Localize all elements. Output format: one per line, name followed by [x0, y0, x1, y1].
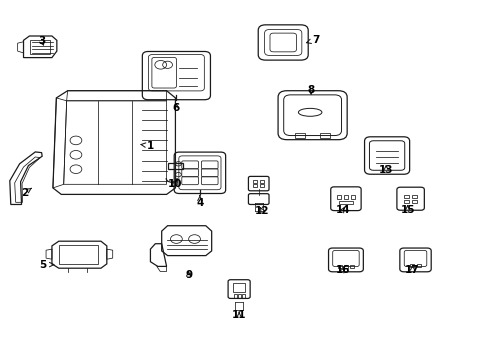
Bar [404, 195, 409, 198]
Bar [253, 180, 258, 183]
Bar [350, 195, 355, 199]
Bar [344, 195, 348, 199]
Bar [59, 245, 98, 264]
Bar [253, 184, 258, 187]
Text: 7: 7 [307, 35, 320, 45]
Bar [30, 40, 50, 54]
Bar [238, 294, 241, 298]
Text: 1: 1 [141, 141, 154, 151]
Text: 15: 15 [400, 204, 415, 215]
Text: 5: 5 [39, 260, 54, 270]
Bar [234, 294, 237, 298]
Bar [338, 265, 342, 268]
Bar [410, 264, 414, 267]
Text: 17: 17 [405, 265, 420, 275]
Text: 12: 12 [255, 206, 270, 216]
Bar [260, 180, 265, 183]
Text: 2: 2 [21, 188, 31, 198]
Text: 4: 4 [196, 195, 204, 208]
Text: 16: 16 [336, 265, 350, 275]
Text: 10: 10 [168, 179, 183, 189]
Bar [242, 294, 245, 298]
Text: 9: 9 [185, 270, 192, 280]
Bar [344, 265, 348, 268]
Text: 6: 6 [173, 103, 180, 113]
Bar [233, 283, 245, 292]
Text: 14: 14 [336, 204, 350, 215]
Text: 8: 8 [308, 85, 315, 95]
Bar [350, 265, 354, 268]
Bar [339, 201, 353, 204]
Bar [404, 200, 409, 203]
Text: 3: 3 [38, 36, 45, 46]
Bar [260, 184, 265, 187]
Bar [412, 195, 417, 198]
Bar [417, 264, 421, 267]
Text: 13: 13 [379, 165, 393, 175]
Text: 11: 11 [232, 310, 246, 320]
Bar [412, 200, 417, 203]
Bar [337, 195, 342, 199]
